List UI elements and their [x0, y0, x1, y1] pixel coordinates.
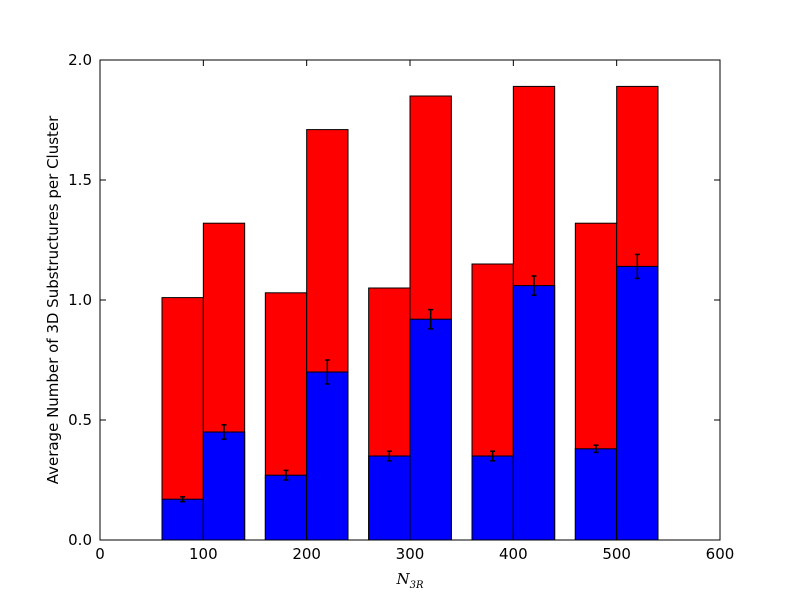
error-bar-9: [634, 253, 640, 280]
error-bar-4: [386, 450, 392, 462]
bar-blue-1: [202, 431, 246, 541]
x-tick-label: 0: [95, 545, 105, 563]
bar-blue-4: [368, 455, 411, 541]
y-tick-label: 1.5: [68, 171, 92, 189]
error-bars-layer: [180, 253, 640, 503]
bar-blue-3: [306, 371, 349, 541]
bar-blue-9: [616, 265, 659, 541]
bar-blue-7: [512, 285, 556, 541]
ticks-layer: 0 100 200 300 400 500 600 0.0 0.5 1.0 1.5 2.0: [68, 51, 734, 563]
x-tick-label: 600: [706, 545, 735, 563]
y-tick-label: 2.0: [68, 51, 92, 69]
x-tick-label: 100: [189, 545, 218, 563]
bar-blue-8: [574, 448, 618, 541]
x-axis-label-main: N: [395, 570, 410, 588]
y-tick-label: 1.0: [68, 291, 92, 309]
error-bar-8: [593, 444, 599, 454]
error-bar-2: [283, 469, 289, 481]
x-tick-label: 200: [292, 545, 321, 563]
error-bar-6: [490, 450, 496, 462]
error-bar-7: [531, 275, 537, 296]
y-tick-label: 0.0: [68, 531, 92, 549]
x-tick-label: 300: [396, 545, 425, 563]
bar-blue-2: [264, 474, 308, 541]
y-axis-label: Average Number of 3D Substructures per C…: [44, 115, 62, 484]
y-tick-label: 0.5: [68, 411, 92, 429]
x-axis-label: N3R: [395, 570, 423, 591]
bar-blue-5: [409, 318, 452, 541]
error-bar-1: [221, 424, 227, 440]
bar-blue-0: [161, 498, 204, 541]
bars-layer: [161, 85, 659, 541]
bar-blue-6: [471, 455, 514, 541]
x-axis-label-subscript: 3R: [410, 580, 424, 591]
x-tick-label: 400: [499, 545, 528, 563]
error-bar-5: [428, 308, 434, 330]
x-tick-label: 500: [602, 545, 631, 563]
error-bar-0: [180, 496, 186, 503]
error-bar-3: [324, 359, 330, 385]
